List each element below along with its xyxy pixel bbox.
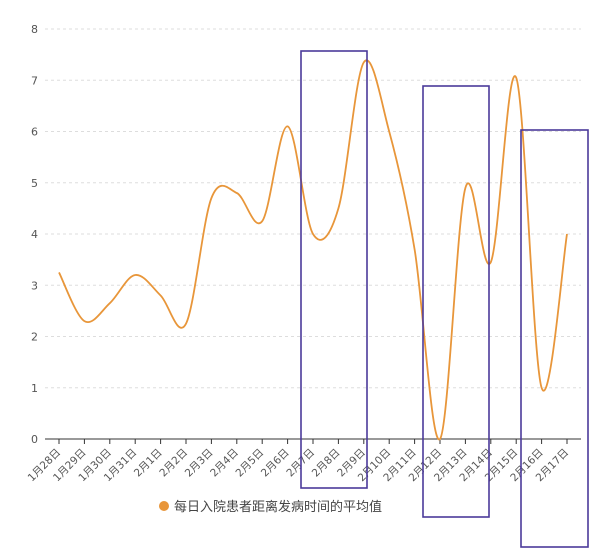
series-layer [58, 59, 568, 440]
y-tick-label: 7 [31, 74, 38, 87]
y-tick-label: 4 [31, 228, 38, 241]
highlight-box [300, 50, 368, 489]
highlight-boxes [300, 50, 589, 548]
y-axis: 0 1 2 3 4 5 6 7 8 [31, 23, 38, 446]
legend[interactable]: 每日入院患者距离发病时间的平均值 [159, 499, 382, 515]
y-tick-label: 6 [31, 126, 38, 139]
x-axis: 1月28日1月29日1月30日1月31日2月1日2月2日2月3日2月4日2月5日… [26, 438, 581, 484]
highlight-box [520, 129, 589, 548]
legend-marker [159, 501, 169, 511]
grid-lines [45, 28, 581, 389]
y-tick-label: 0 [31, 433, 38, 446]
highlight-box [422, 85, 490, 518]
y-tick-label: 3 [31, 279, 38, 292]
legend-label: 每日入院患者距离发病时间的平均值 [174, 499, 382, 515]
y-tick-label: 1 [31, 382, 38, 395]
series-line [58, 59, 568, 440]
y-tick-label: 2 [31, 331, 38, 344]
y-tick-label: 8 [31, 23, 38, 36]
y-tick-label: 5 [31, 177, 38, 190]
